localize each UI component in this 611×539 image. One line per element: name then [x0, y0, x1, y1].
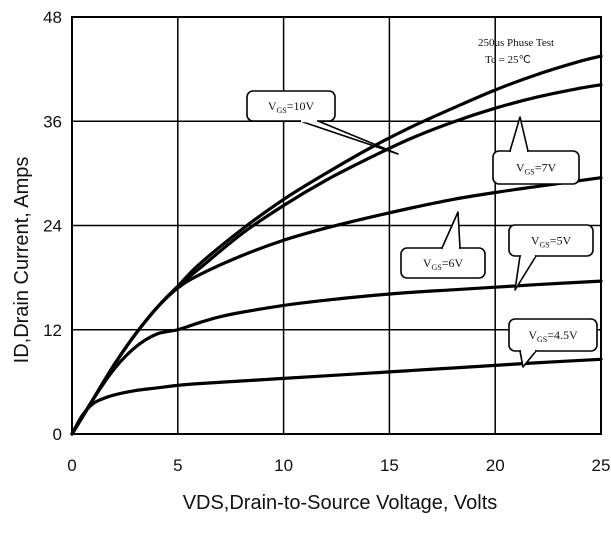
series-line-5v [70, 176, 603, 436]
y-tick-label: 12 [43, 321, 62, 340]
y-tick-label: 0 [53, 425, 62, 444]
x-axis-label: VDS,Drain-to-Source Voltage, Volts [183, 492, 498, 514]
plot-frame [71, 16, 602, 435]
callout-label: VGS=4.5V [528, 328, 578, 344]
series-line-4-5v [70, 357, 603, 436]
test-condition-line-1: 250us Phuse Test [478, 37, 554, 49]
y-tick-label: 36 [43, 112, 62, 131]
curves [70, 54, 603, 436]
y-tick-labels: 0 12 24 36 48 [43, 8, 62, 444]
x-tick-label: 20 [486, 456, 505, 475]
callout-5v: VGS=5V [508, 224, 594, 291]
callout-label: VGS=7V [516, 161, 557, 177]
x-tick-label: 15 [380, 456, 399, 475]
callout-4-5v: VGS=4.5V [508, 318, 598, 368]
callout-label: VGS=6V [423, 256, 464, 272]
x-tick-label: 10 [274, 456, 293, 475]
x-tick-labels: 0 5 10 15 20 25 [67, 456, 610, 475]
series-line-6v [70, 279, 603, 436]
callout-7v: VGS=7V [492, 116, 580, 185]
callout-6v: VGS=6V [400, 211, 486, 279]
y-tick-label: 48 [43, 8, 62, 27]
x-tick-label: 0 [67, 456, 76, 475]
y-tick-label: 24 [43, 217, 62, 236]
x-tick-label: 25 [592, 456, 611, 475]
callout-label: VGS=5V [531, 234, 572, 250]
callout-10v: VGS=10V [246, 90, 399, 155]
test-condition-line-2: Tc = 25℃ [485, 54, 531, 66]
y-axis-label: ID,Drain Current, Amps [11, 157, 33, 364]
x-tick-label: 5 [173, 456, 182, 475]
curve-callouts: VGS=10V VGS=7V VGS=6V VGS=5V VGS=4.5V [246, 90, 598, 368]
callout-label: VGS=10V [268, 99, 315, 115]
